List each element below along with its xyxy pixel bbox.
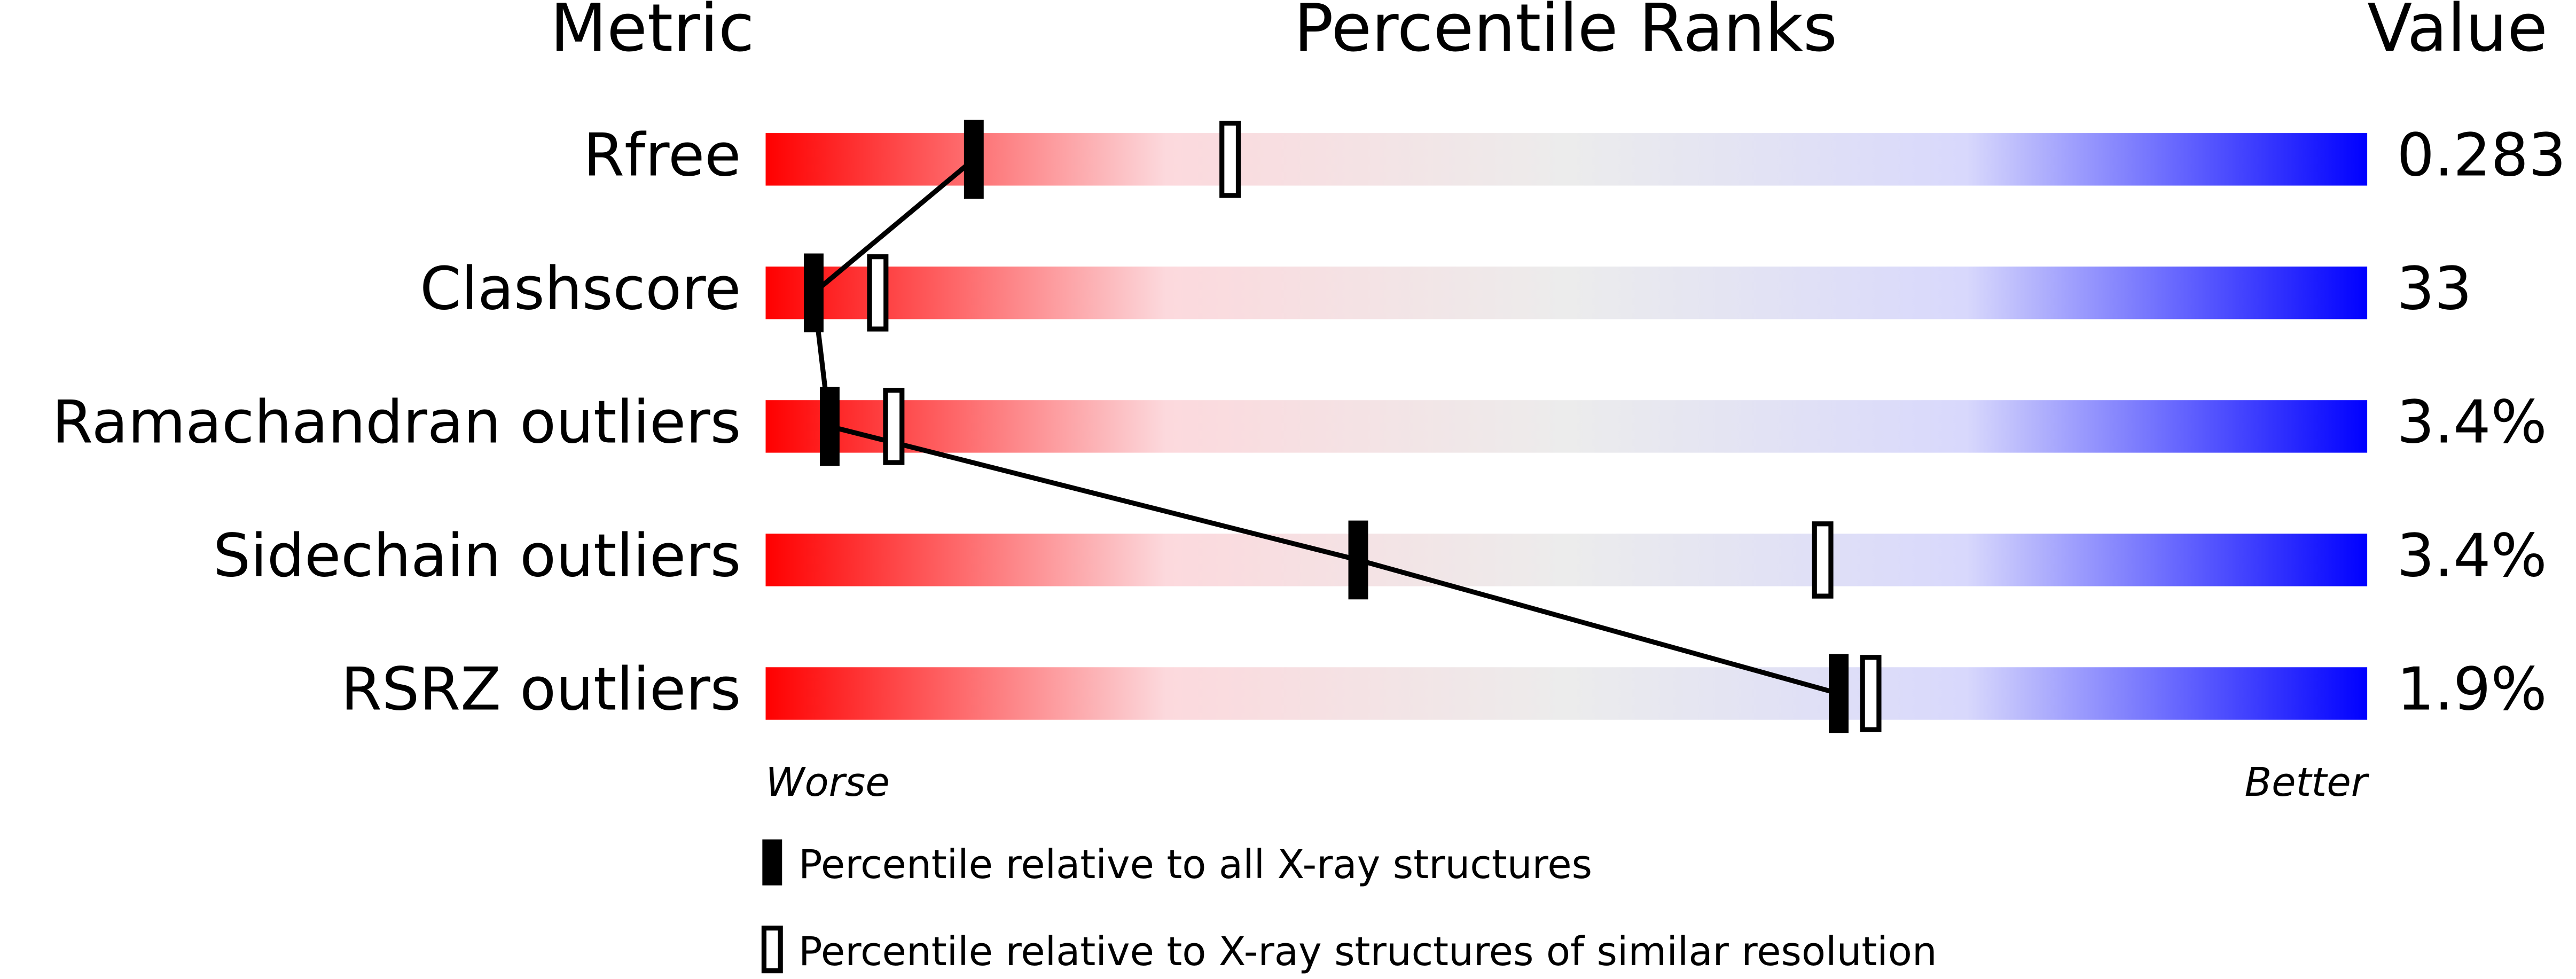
metric-label: Ramachandran outliers bbox=[52, 388, 741, 457]
percentile-marker-hollow bbox=[1812, 521, 1834, 599]
percentile-marker-hollow bbox=[1219, 121, 1241, 198]
metric-value: 3.4% bbox=[2397, 388, 2547, 457]
legend-label: Percentile relative to all X-ray structu… bbox=[798, 842, 1592, 888]
metric-value: 1.9% bbox=[2397, 655, 2547, 724]
worse-label: Worse bbox=[765, 759, 889, 805]
legend-swatch bbox=[761, 926, 783, 974]
slider-bar bbox=[765, 133, 2368, 186]
metric-header: Metric bbox=[550, 0, 754, 67]
legend-label: Percentile relative to X-ray structures … bbox=[798, 929, 1937, 975]
percentile-marker-hollow bbox=[867, 254, 889, 332]
percentile-marker bbox=[1829, 654, 1849, 733]
metric-label: RSRZ outliers bbox=[341, 655, 741, 724]
metric-label: Sidechain outliers bbox=[213, 522, 741, 591]
percentile-marker bbox=[1348, 520, 1368, 600]
slider-bar bbox=[765, 667, 2368, 720]
slider-bar bbox=[765, 534, 2368, 586]
slider-bar bbox=[765, 267, 2368, 319]
percentile-marker-hollow bbox=[883, 388, 905, 465]
better-label: Better bbox=[2244, 759, 2369, 805]
percentile-header: Percentile Ranks bbox=[1294, 0, 1837, 67]
percentile-marker bbox=[803, 253, 824, 333]
percentile-marker bbox=[819, 387, 840, 466]
percentile-marker bbox=[964, 120, 984, 199]
metric-label: Rfree bbox=[583, 121, 741, 190]
metric-value: 0.283 bbox=[2397, 121, 2566, 190]
metric-value: 3.4% bbox=[2397, 522, 2547, 591]
slider-bar bbox=[765, 400, 2368, 453]
legend-swatch bbox=[762, 839, 782, 886]
metric-value: 33 bbox=[2397, 255, 2472, 324]
value-header: Value bbox=[2367, 0, 2548, 67]
percentile-marker-hollow bbox=[1860, 655, 1882, 732]
metric-label: Clashscore bbox=[420, 255, 741, 324]
